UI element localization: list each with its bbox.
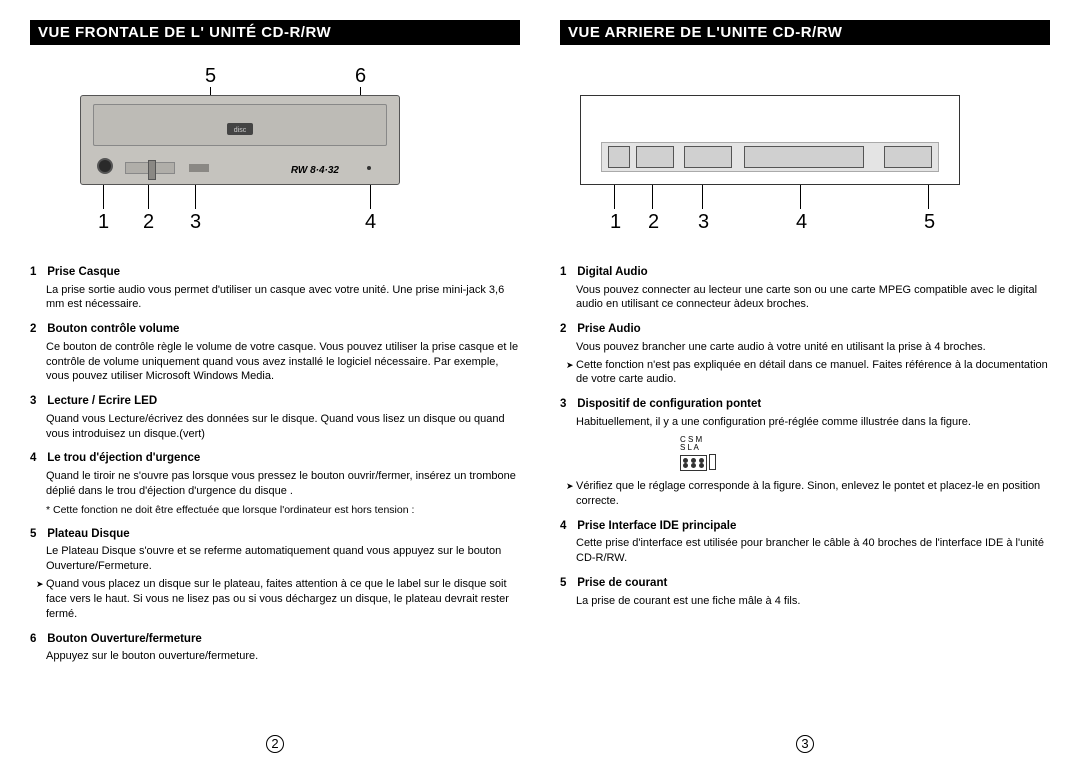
rear-items-list: 1 Digital Audio Vous pouvez connecter au … bbox=[560, 265, 1050, 608]
rear-callout-1: 1 bbox=[610, 211, 621, 234]
item-title: 3 Dispositif de configuration pontet bbox=[560, 397, 1050, 413]
front-item-3: 3 Lecture / Ecrire LED Quand vous Lecture… bbox=[30, 394, 520, 441]
item-body: Quand vous Lecture/écrivez des données s… bbox=[46, 412, 520, 442]
disc-tray: disc bbox=[93, 104, 387, 146]
rear-callout-5: 5 bbox=[924, 211, 935, 234]
front-callout-4: 4 bbox=[365, 211, 376, 234]
item-body: Le Plateau Disque s'ouvre et se referme … bbox=[46, 544, 520, 574]
item-title: 2 Prise Audio bbox=[560, 322, 1050, 338]
page-number-left: 2 bbox=[266, 735, 284, 753]
drive-rear-illustration bbox=[580, 95, 960, 185]
svg-text:disc: disc bbox=[234, 127, 247, 134]
rear-item-4: 4 Prise Interface IDE principaleCette pr… bbox=[560, 519, 1050, 566]
digital-audio-connector-icon bbox=[608, 146, 630, 168]
item-body: Vous pouvez brancher une carte audio à v… bbox=[576, 340, 1050, 355]
item-title: 4 Le trou d'éjection d'urgence bbox=[30, 451, 520, 467]
front-callout-2: 2 bbox=[143, 211, 154, 234]
front-item-4: 4 Le trou d'éjection d'urgence Quand le t… bbox=[30, 451, 520, 516]
rear-pcb bbox=[601, 142, 939, 172]
item-note: Quand vous placez un disque sur le plate… bbox=[36, 577, 520, 622]
item-title: 1 Digital Audio bbox=[560, 265, 1050, 281]
rear-item-5: 5 Prise de courant La prise de courant es… bbox=[560, 576, 1050, 608]
item-title: 2 Bouton contrôle volume bbox=[30, 322, 520, 338]
drive-front-illustration: disc RW 8·4·32 bbox=[80, 95, 400, 185]
rw-speed-label: RW 8·4·32 bbox=[291, 165, 339, 176]
ide-connector-icon bbox=[744, 146, 864, 168]
left-title-bar: VUE FRONTALE DE L' UNITÉ CD-R/RW bbox=[30, 20, 520, 45]
item-note: Cette fonction n'est pas expliquée en dé… bbox=[566, 358, 1050, 388]
rear-callout-3: 3 bbox=[698, 211, 709, 234]
item-body: Quand le tiroir ne s'ouvre pas lorsque v… bbox=[46, 469, 520, 499]
front-diagram: 5 6 disc RW 8·4·32 1 2 3 4 bbox=[40, 65, 510, 245]
item-body: Cette prise d'interface est utilisée pou… bbox=[576, 536, 1050, 566]
item-body: Ce bouton de contrôle règle le volume de… bbox=[46, 340, 520, 385]
front-callout-1: 1 bbox=[98, 211, 109, 234]
emergency-eject-hole-icon bbox=[367, 166, 371, 170]
left-column: VUE FRONTALE DE L' UNITÉ CD-R/RW 5 6 dis… bbox=[30, 20, 520, 743]
rear-diagram: 1 2 3 4 5 bbox=[570, 65, 1040, 245]
item-title: 1 Prise Casque bbox=[30, 265, 520, 281]
led-indicators-icon bbox=[189, 164, 209, 172]
item-title: 6 Bouton Ouverture/fermeture bbox=[30, 632, 520, 648]
volume-wheel-icon bbox=[125, 162, 175, 174]
rear-callout-4: 4 bbox=[796, 211, 807, 234]
audio-connector-icon bbox=[636, 146, 674, 168]
front-item-6: 6 Bouton Ouverture/fermetureAppuyez sur … bbox=[30, 632, 520, 664]
headphone-jack-icon bbox=[97, 158, 113, 174]
rear-item-2: 2 Prise Audio Vous pouvez brancher une ca… bbox=[560, 322, 1050, 387]
item-title: 4 Prise Interface IDE principale bbox=[560, 519, 1050, 535]
item-body: Habituellement, il y a une configuration… bbox=[576, 415, 1050, 430]
rear-callout-2: 2 bbox=[648, 211, 659, 234]
rear-item-1: 1 Digital Audio Vous pouvez connecter au … bbox=[560, 265, 1050, 312]
right-column: VUE ARRIERE DE L'UNITE CD-R/RW 1 2 3 4 5… bbox=[560, 20, 1050, 743]
item-note: Vérifiez que le réglage corresponde à la… bbox=[566, 479, 1050, 509]
front-callout-3: 3 bbox=[190, 211, 201, 234]
front-callout-6: 6 bbox=[355, 65, 366, 88]
item-body: La prise sortie audio vous permet d'util… bbox=[46, 283, 520, 313]
front-items-list: 1 Prise Casque La prise sortie audio vous… bbox=[30, 265, 520, 664]
page-number-right: 3 bbox=[796, 735, 814, 753]
right-title-bar: VUE ARRIERE DE L'UNITE CD-R/RW bbox=[560, 20, 1050, 45]
item-title: 5 Prise de courant bbox=[560, 576, 1050, 592]
front-item-2: 2 Bouton contrôle volume Ce bouton de con… bbox=[30, 322, 520, 384]
front-item-5: 5 Plateau DisqueLe Plateau Disque s'ouvr… bbox=[30, 527, 520, 622]
front-item-1: 1 Prise Casque La prise sortie audio vous… bbox=[30, 265, 520, 312]
compact-disc-logo: disc bbox=[227, 123, 253, 143]
item-footnote: * Cette fonction ne doit être effectuée … bbox=[46, 503, 520, 517]
jumper-diagram: C S MS L A bbox=[680, 436, 1050, 472]
item-body: Vous pouvez connecter au lecteur une car… bbox=[576, 283, 1050, 313]
item-body: La prise de courant est une fiche mâle à… bbox=[576, 594, 1050, 609]
power-connector-icon bbox=[884, 146, 932, 168]
item-body: Appuyez sur le bouton ouverture/fermetur… bbox=[46, 649, 520, 664]
item-title: 3 Lecture / Ecrire LED bbox=[30, 394, 520, 410]
jumper-block-icon bbox=[684, 146, 732, 168]
rear-item-3: 3 Dispositif de configuration pontet Habi… bbox=[560, 397, 1050, 509]
item-title: 5 Plateau Disque bbox=[30, 527, 520, 543]
front-callout-5: 5 bbox=[205, 65, 216, 88]
